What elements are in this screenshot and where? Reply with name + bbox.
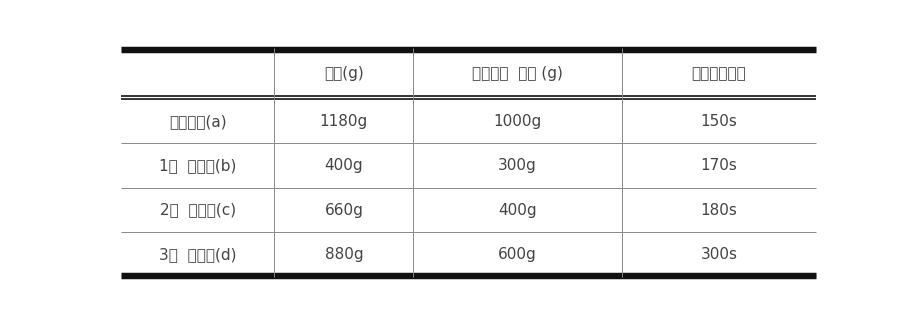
Text: 660g: 660g	[325, 203, 363, 218]
Text: 2차  시제품(c): 2차 시제품(c)	[160, 203, 236, 218]
Text: 600g: 600g	[498, 247, 537, 262]
Text: 150s: 150s	[701, 114, 737, 129]
Text: 170s: 170s	[701, 158, 737, 173]
Text: 880g: 880g	[325, 247, 363, 262]
Text: 3차  시제품(d): 3차 시제품(d)	[159, 247, 237, 262]
Text: 연소물질  무게 (g): 연소물질 무게 (g)	[472, 66, 563, 81]
Text: 1180g: 1180g	[319, 114, 368, 129]
Text: 1차  시제품(b): 1차 시제품(b)	[159, 158, 237, 173]
Text: 1000g: 1000g	[493, 114, 542, 129]
Text: 질량(g): 질량(g)	[324, 66, 364, 81]
Text: 외국제품(a): 외국제품(a)	[169, 114, 227, 129]
Text: 400g: 400g	[325, 158, 363, 173]
Text: 300s: 300s	[701, 247, 737, 262]
Text: 180s: 180s	[701, 203, 737, 218]
Text: 400g: 400g	[499, 203, 537, 218]
Text: 300g: 300g	[498, 158, 537, 173]
Text: 연소지속시간: 연소지속시간	[692, 66, 747, 81]
